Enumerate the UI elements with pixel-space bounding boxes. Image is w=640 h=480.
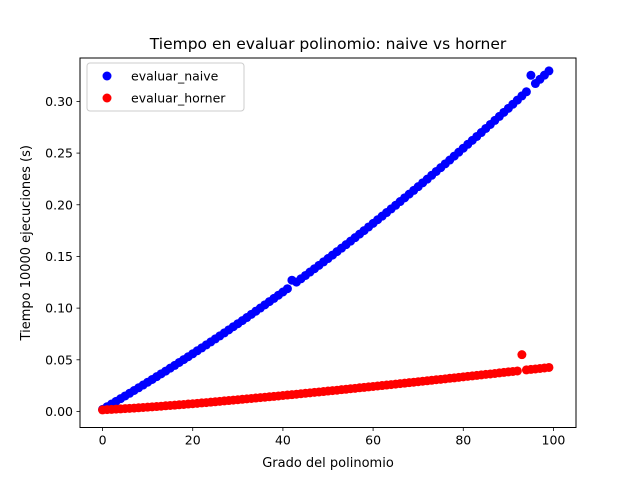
data-point-evaluar_horner [517,350,527,360]
y-tick-label: 0.05 [45,352,73,367]
x-axis-label: Grado del polinomio [262,456,394,471]
y-tick-label: 0.20 [45,197,73,212]
data-point-evaluar_horner [544,362,554,372]
x-tick-label: 100 [542,433,566,448]
y-tick-label: 0.15 [45,249,73,264]
x-tick-label: 60 [365,433,381,448]
data-point-evaluar_naive [526,70,536,80]
data-point-evaluar_naive [282,284,292,294]
x-tick-label: 0 [99,433,107,448]
series-layer [98,66,554,415]
data-point-evaluar_naive [521,87,531,97]
plot-frame [79,57,577,428]
legend-label-horner: evaluar_horner [131,91,226,106]
y-tick-label: 0.10 [45,301,73,316]
x-tick-label: 40 [275,433,291,448]
x-tick-label: 20 [185,433,201,448]
legend-marker-horner [102,93,112,103]
legend-marker-naive [102,71,112,81]
y-axis: 0.00 0.05 0.10 0.15 0.20 0.25 0.30 [45,94,80,419]
y-tick-label: 0.00 [45,404,73,419]
y-axis-label: Tiempo 10000 ejecuciones (s) [19,145,34,341]
series-evaluar_naive [98,66,554,414]
y-tick-label: 0.25 [45,146,73,161]
y-tick-label: 0.30 [45,94,73,109]
series-evaluar_horner [98,350,554,415]
legend-label-naive: evaluar_naive [131,69,219,84]
legend: evaluar_naive evaluar_horner [86,62,245,112]
x-tick-label: 80 [455,433,471,448]
legend-box [86,62,245,112]
chart-title: Tiempo en evaluar polinomio: naive vs ho… [149,35,507,53]
data-point-evaluar_naive [544,66,554,76]
x-axis: 0 20 40 60 80 100 [99,427,566,448]
data-point-evaluar_horner [512,366,522,376]
